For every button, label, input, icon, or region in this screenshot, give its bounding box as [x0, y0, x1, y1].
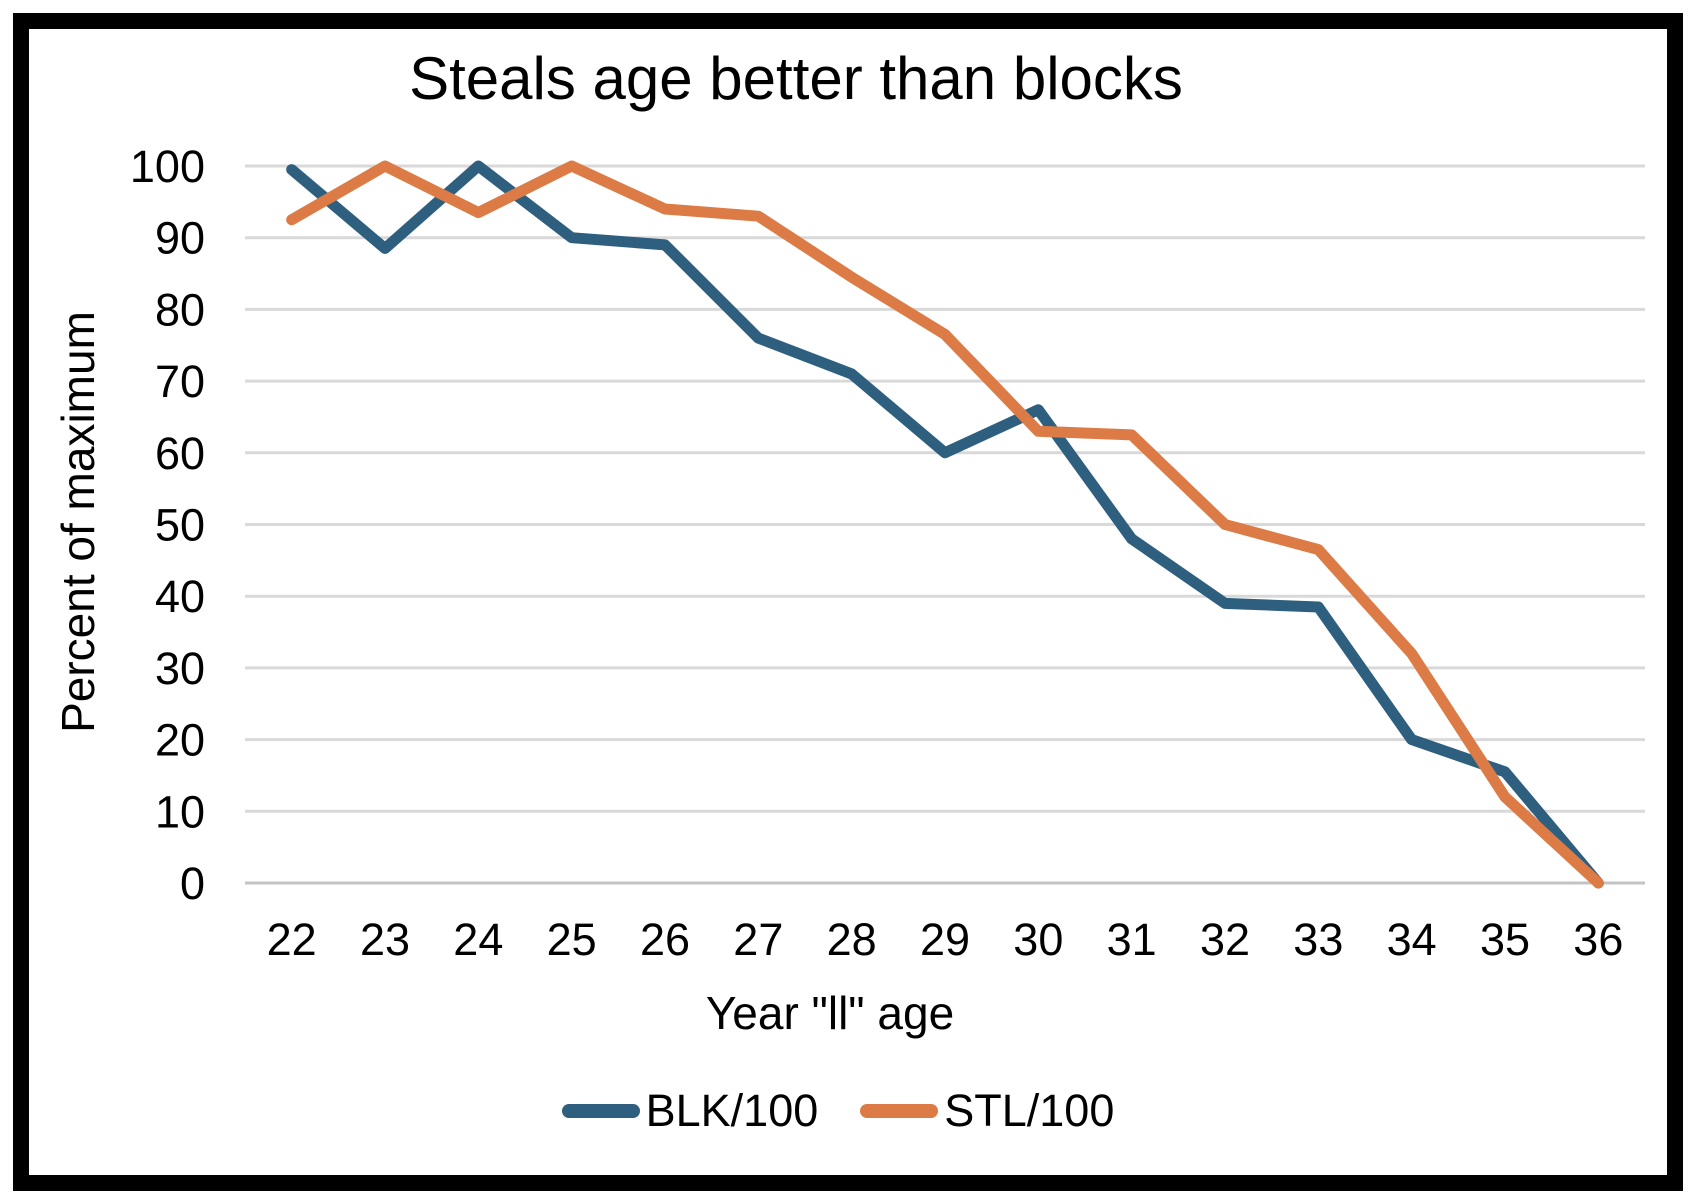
- y-tick-label-40: 40: [155, 571, 205, 622]
- y-tick-label-70: 70: [155, 356, 205, 407]
- x-tick-label-32: 32: [1200, 914, 1250, 965]
- x-tick-label-25: 25: [547, 914, 597, 965]
- x-tick-label-27: 27: [733, 914, 783, 965]
- x-tick-label-31: 31: [1107, 914, 1157, 965]
- x-tick-label-35: 35: [1480, 914, 1530, 965]
- x-tick-label-30: 30: [1013, 914, 1063, 965]
- x-tick-label-33: 33: [1293, 914, 1343, 965]
- x-tick-label-34: 34: [1387, 914, 1437, 965]
- y-tick-label-50: 50: [155, 500, 205, 551]
- legend-swatch-blk-100: [561, 1104, 640, 1118]
- y-tick-label-0: 0: [180, 858, 205, 909]
- series-line-stl-100: [286, 160, 1604, 889]
- legend-item-blk-100: BLK/100: [561, 1085, 819, 1137]
- legend-item-stl-100: STL/100: [860, 1085, 1114, 1137]
- y-tick-label-90: 90: [155, 213, 205, 264]
- x-tick-label-36: 36: [1573, 914, 1623, 965]
- y-tick-label-10: 10: [155, 786, 205, 837]
- legend-swatch-stl-100: [860, 1104, 939, 1118]
- chart-frame: [13, 13, 1683, 1191]
- x-tick-label-29: 29: [920, 914, 970, 965]
- y-tick-label-20: 20: [155, 715, 205, 766]
- legend: BLK/100 STL/100: [0, 1085, 1676, 1137]
- x-tick-label-28: 28: [827, 914, 877, 965]
- legend-label-blk-100: BLK/100: [645, 1085, 819, 1136]
- chart-title: Steals age better than blocks: [409, 45, 1183, 112]
- legend-label-stl-100: STL/100: [944, 1085, 1115, 1136]
- x-tick-label-23: 23: [360, 914, 410, 965]
- y-axis-title: Percent of maximum: [52, 311, 104, 733]
- x-tick-label-26: 26: [640, 914, 690, 965]
- x-tick-label-22: 22: [267, 914, 317, 965]
- x-axis-title: Year "ll" age: [705, 987, 955, 1039]
- x-tick-label-24: 24: [453, 914, 503, 965]
- series-line-blk-100: [286, 160, 1604, 889]
- y-tick-label-60: 60: [155, 428, 205, 479]
- y-tick-label-80: 80: [155, 284, 205, 335]
- y-tick-label-100: 100: [130, 141, 205, 192]
- y-tick-label-30: 30: [155, 643, 205, 694]
